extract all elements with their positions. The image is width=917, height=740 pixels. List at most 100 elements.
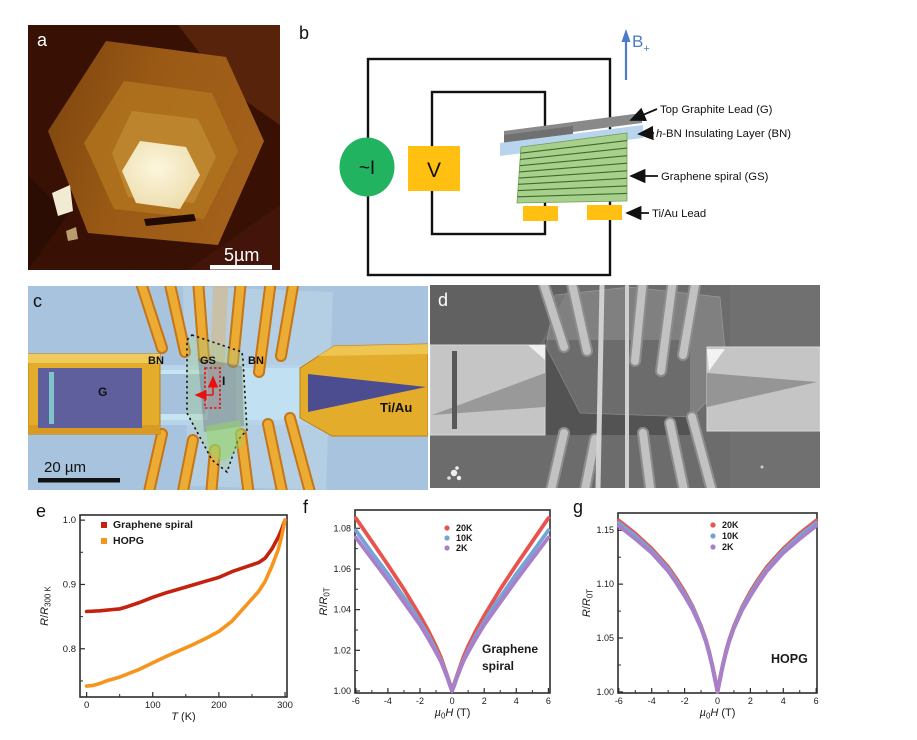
graphite-lead-region <box>38 368 142 428</box>
panel-label-a: a <box>37 30 48 50</box>
panel-label-d: d <box>438 290 449 310</box>
optical-image: BN GS BN G I Ti/Au 20 µm <box>28 286 428 490</box>
y-tick-label: 1.10 <box>596 579 614 589</box>
y-tick-label: 1.05 <box>596 633 614 643</box>
top-leads <box>135 286 300 378</box>
y-tick-label: 1.15 <box>596 525 614 535</box>
bn-bright-right <box>236 368 302 420</box>
legend-marker <box>710 544 716 550</box>
graphite-sliver <box>49 372 54 424</box>
x-tick-label: -2 <box>416 696 424 706</box>
chart-resistance-vs-temperature: 0 100 200 300 0.8 0.9 1.0 T (K) R/R300 K Graphene… <box>39 514 293 722</box>
annotation-hbn: h-BN Insulating Layer (BN) <box>656 128 791 140</box>
x-tick-label: 6 <box>814 696 819 706</box>
sem-vertical-lead-1 <box>595 285 605 488</box>
x-tick-label: 6 <box>546 696 551 706</box>
x-tick-label: 4 <box>781 696 786 706</box>
afm-bright-hexagon <box>122 141 200 209</box>
afm-image: 5µm <box>28 25 280 270</box>
legend-label: 20K <box>722 520 739 530</box>
chart-magnetoresistance-hopg: -6 -4 -2 0 2 4 6 1.00 1.05 1.10 1.15 µ0H (T) R/R0T 20… <box>581 512 819 720</box>
x-tick-label: 300 <box>277 700 293 711</box>
left-gold-bottom-edge <box>28 425 160 434</box>
scale-bar-c-text: 20 µm <box>44 459 86 476</box>
right-graphite-wedge <box>308 374 426 412</box>
series-20k <box>353 516 551 693</box>
label-bn-left: BN <box>148 355 164 367</box>
y-tick-label: 0.8 <box>63 644 76 655</box>
afm-dark-fold <box>144 214 196 226</box>
series-graphene-spiral <box>84 518 287 614</box>
x-tick-label: -6 <box>615 696 623 706</box>
y-tick-label: 1.08 <box>333 523 351 533</box>
annotation-top-graphite: Top Graphite Lead (G) <box>660 104 773 116</box>
x-axis-label: µ0H (T) <box>700 707 736 720</box>
series-2k <box>616 524 819 694</box>
legend-marker <box>710 522 716 528</box>
series-2k <box>353 535 551 693</box>
chart-magnetoresistance-graphene-spiral: -6 -4 -2 0 2 4 6 1.00 1.02 1.04 1.06 1.08 µ0H (T) R/R… <box>318 509 551 720</box>
panel-label-e: e <box>36 501 47 521</box>
x-axis-label: µ0H (T) <box>435 707 471 720</box>
y-tick-label: 1.00 <box>333 686 351 696</box>
annotation-tiau: Ti/Au Lead <box>652 208 706 220</box>
sem-right-pad-wedge <box>707 373 817 407</box>
tiau-pad-right <box>587 205 622 220</box>
graphene-spiral-stripes <box>517 140 628 198</box>
label-g: G <box>98 385 107 399</box>
legend-marker <box>444 525 450 531</box>
top-graphite-lead-shade <box>504 126 573 143</box>
panel-label-c: c <box>33 291 42 311</box>
x-tick-label: 200 <box>211 700 227 711</box>
right-gold-top-edge <box>318 344 428 356</box>
sem-left-pad-wedge <box>432 373 545 415</box>
x-tick-label: 0 <box>450 696 455 706</box>
annotation-graphene-spiral: Graphene spiral (GS) <box>661 171 769 183</box>
gs-inner-green <box>206 420 243 462</box>
y-tick-label: 1.00 <box>596 687 614 697</box>
field-label: B+ <box>632 32 650 55</box>
sem-left-pad-slit <box>452 351 457 429</box>
legend-label: HOPG <box>113 535 144 547</box>
legend-marker <box>710 533 716 539</box>
afm-speck-2 <box>66 227 78 241</box>
plot-frame <box>79 514 288 698</box>
panel-label-f: f <box>303 497 309 517</box>
sem-right-pad-corner <box>707 349 725 371</box>
plot-annotation: Graphene spiral <box>482 642 538 673</box>
x-tick-label: 4 <box>514 696 519 706</box>
x-axis-label: T (K) <box>171 711 195 722</box>
sem-image <box>430 285 820 488</box>
circuit-schematic: ~I V B+ Top Graphite Lead (G) h-BN Insul… <box>339 29 791 277</box>
panel-label-b: b <box>299 23 310 43</box>
legend-marker <box>444 545 450 551</box>
field-arrowhead <box>621 29 631 42</box>
current-source-label: ~I <box>359 158 375 179</box>
scale-bar-a-text: 5µm <box>224 245 259 265</box>
sem-left-pad-corner <box>528 345 545 360</box>
x-tick-label: 0 <box>715 696 720 706</box>
legend-label: 20K <box>456 523 473 533</box>
label-bn-right: BN <box>248 355 264 367</box>
annotation-arrow-graphite <box>629 107 658 122</box>
legend-marker <box>101 522 107 528</box>
scale-bar-a <box>210 265 272 270</box>
x-tick-label: -4 <box>384 696 392 706</box>
panel-label-g: g <box>573 497 584 517</box>
label-i: I <box>222 374 225 388</box>
legend-label: 2K <box>722 542 734 552</box>
legend-label: 10K <box>722 531 739 541</box>
voltmeter <box>408 146 460 191</box>
y-axis-label: R/R0T <box>581 589 595 617</box>
legend-marker <box>101 538 107 544</box>
sem-debris <box>447 465 764 481</box>
scale-bar-c <box>38 478 120 483</box>
afm-white-speck <box>52 185 73 216</box>
current-source <box>339 137 395 197</box>
x-tick-label: 0 <box>84 700 89 711</box>
x-tick-label: -2 <box>681 696 689 706</box>
left-gold-top-edge <box>28 354 160 363</box>
plot-frame <box>617 512 818 694</box>
y-tick-label: 1.0 <box>63 515 76 526</box>
